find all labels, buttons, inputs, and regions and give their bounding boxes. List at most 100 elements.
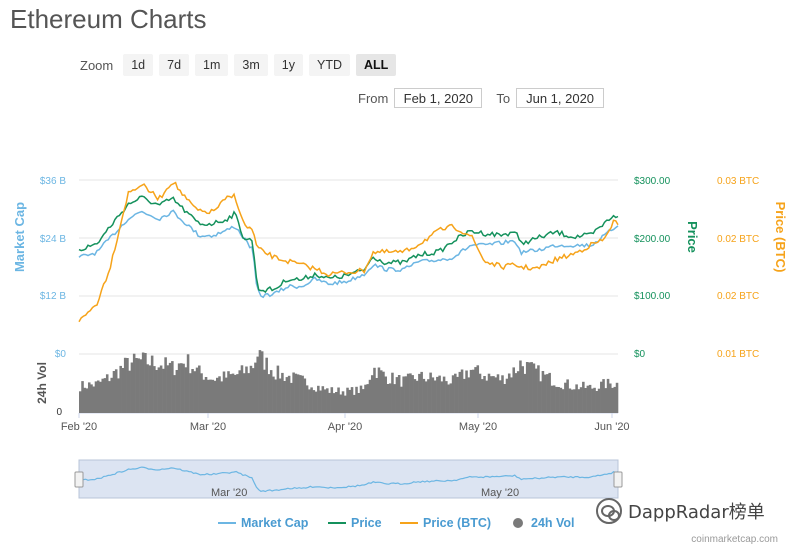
volume-bar bbox=[242, 373, 246, 413]
legend-item-price[interactable]: Price bbox=[328, 516, 382, 530]
volume-bar bbox=[566, 379, 569, 413]
navigator-left-handle[interactable] bbox=[74, 471, 84, 488]
volume-bar bbox=[449, 383, 453, 413]
volume-bar bbox=[557, 387, 560, 413]
volume-bar bbox=[281, 372, 284, 413]
volume-bar bbox=[514, 373, 518, 413]
axis-tick-volume: $0 bbox=[55, 349, 67, 360]
volume-bar bbox=[393, 384, 396, 413]
navigator[interactable]: Mar '20 May '20 bbox=[74, 459, 623, 499]
volume-bar bbox=[584, 388, 587, 413]
volume-bar bbox=[81, 381, 84, 413]
volume-bar bbox=[420, 371, 423, 413]
volume-bar bbox=[552, 385, 556, 413]
volume-bar bbox=[615, 382, 619, 413]
volume-bar bbox=[137, 358, 140, 413]
volume-bar bbox=[283, 381, 286, 413]
volume-bar bbox=[319, 390, 322, 413]
to-date-input[interactable] bbox=[516, 88, 605, 108]
zoom-1m-button[interactable]: 1m bbox=[195, 54, 229, 76]
volume-bar bbox=[130, 362, 134, 413]
volume-bar bbox=[240, 365, 244, 413]
volume-bar bbox=[568, 388, 572, 413]
volume-bar bbox=[321, 386, 325, 413]
zoom-3m-button[interactable]: 3m bbox=[234, 54, 268, 76]
volume-bar bbox=[249, 365, 253, 413]
volume-bar bbox=[296, 374, 300, 413]
volume-bar bbox=[516, 371, 520, 413]
volume-bar bbox=[431, 377, 435, 413]
volume-bar bbox=[370, 375, 374, 413]
volume-bar bbox=[114, 369, 118, 413]
volume-bar bbox=[519, 360, 522, 413]
axis-tick-btc: 0.03 BTC bbox=[717, 176, 759, 187]
volume-bar bbox=[600, 381, 603, 413]
series-line-market-cap bbox=[78, 209, 619, 299]
volume-bar bbox=[478, 373, 482, 413]
zoom-ytd-button[interactable]: YTD bbox=[309, 54, 350, 76]
volume-bar bbox=[357, 393, 361, 413]
volume-bar bbox=[238, 370, 241, 413]
zoom-1y-button[interactable]: 1y bbox=[273, 54, 303, 76]
volume-bar bbox=[438, 375, 441, 413]
volume-bar bbox=[150, 355, 154, 413]
volume-bar bbox=[445, 381, 448, 413]
legend-item-market-cap[interactable]: Market Cap bbox=[218, 516, 309, 530]
zoom-all-button[interactable]: ALL bbox=[356, 54, 397, 76]
volume-bar bbox=[207, 379, 210, 413]
wechat-logo-icon bbox=[596, 498, 622, 524]
volume-bar bbox=[332, 393, 336, 413]
volume-bar bbox=[377, 367, 381, 413]
volume-bar bbox=[256, 356, 259, 413]
x-tick-label: Jun '20 bbox=[594, 421, 629, 433]
legend-item-price-btc[interactable]: Price (BTC) bbox=[400, 516, 491, 530]
volume-bar bbox=[564, 382, 567, 413]
volume-bar bbox=[108, 381, 111, 413]
volume-bar bbox=[263, 369, 266, 413]
volume-bar bbox=[224, 377, 228, 413]
legend-label: 24h Vol bbox=[531, 516, 575, 530]
volume-bar bbox=[141, 352, 145, 413]
volume-bar bbox=[489, 376, 493, 413]
volume-bar bbox=[278, 378, 282, 413]
zoom-1d-button[interactable]: 1d bbox=[123, 54, 154, 76]
volume-bar bbox=[606, 378, 610, 413]
volume-bar bbox=[229, 374, 233, 413]
volume-bar bbox=[135, 358, 138, 413]
series-line-price bbox=[78, 195, 619, 294]
zoom-7d-button[interactable]: 7d bbox=[159, 54, 190, 76]
x-tick-label: Mar '20 bbox=[190, 421, 226, 433]
volume-bar bbox=[101, 378, 105, 413]
volume-bar bbox=[573, 389, 576, 413]
x-tick-label: Apr '20 bbox=[328, 421, 363, 433]
legend-item-24h-vol[interactable]: 24h Vol bbox=[513, 516, 575, 530]
volume-bar bbox=[555, 386, 558, 413]
volume-bar bbox=[492, 376, 495, 413]
axis-tick-marketcap: $12 B bbox=[40, 291, 66, 302]
volume-bar bbox=[530, 362, 533, 413]
volume-bar bbox=[110, 377, 113, 413]
volume-bar bbox=[236, 374, 239, 413]
volume-bar bbox=[411, 375, 414, 413]
volume-bar bbox=[310, 387, 313, 413]
volume-bar bbox=[375, 378, 378, 413]
volume-bar bbox=[485, 380, 489, 413]
volume-bar bbox=[541, 371, 545, 413]
volume-bar bbox=[139, 359, 143, 413]
volume-bar bbox=[510, 377, 513, 413]
volume-bar bbox=[211, 379, 215, 413]
axis-tick-price: $0 bbox=[634, 349, 646, 360]
volume-bar bbox=[173, 375, 176, 413]
volume-bar bbox=[467, 377, 471, 413]
axis-title-btc: Price (BTC) bbox=[773, 202, 788, 273]
volume-bar bbox=[177, 363, 181, 413]
from-date-input[interactable] bbox=[394, 88, 483, 108]
axis-title-price: Price bbox=[685, 221, 700, 253]
volume-bar bbox=[159, 365, 163, 413]
volume-bar bbox=[386, 384, 390, 413]
volume-bar bbox=[314, 391, 318, 413]
volume-bar bbox=[395, 377, 399, 413]
navigator-right-handle[interactable] bbox=[613, 471, 623, 488]
volume-bar bbox=[335, 392, 338, 413]
volume-bar bbox=[254, 362, 257, 413]
